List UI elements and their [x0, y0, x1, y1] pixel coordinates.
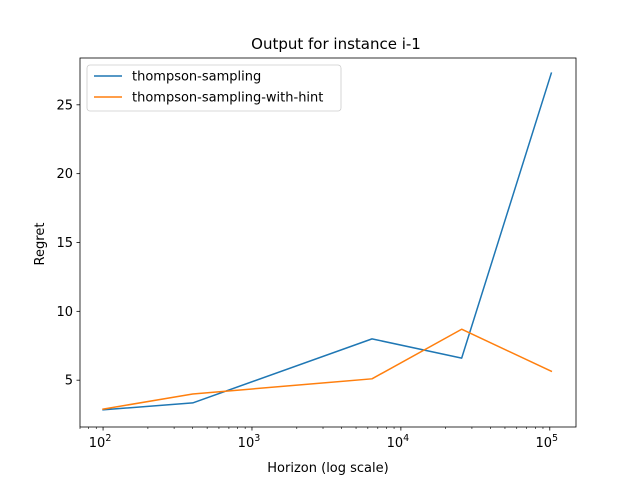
series-line-0	[102, 72, 553, 411]
legend-label-1: thompson-sampling-with-hint	[132, 91, 323, 106]
x-tick-label: 102	[89, 433, 112, 451]
chart-title: Output for instance i-1	[251, 35, 421, 53]
x-tick-label: 104	[387, 433, 410, 451]
legend: thompson-sampling thompson-sampling-with-…	[86, 64, 342, 112]
legend-label-0: thompson-sampling	[132, 70, 261, 85]
y-tick-label: 10	[56, 305, 73, 320]
x-tick-label: 105	[535, 433, 558, 451]
y-tick-label: 5	[65, 374, 73, 389]
y-axis-title: Regret	[33, 223, 48, 266]
series-line-1	[102, 328, 553, 410]
y-tick-label: 15	[56, 236, 73, 251]
y-tick-label: 25	[56, 98, 73, 113]
y-tick-label: 20	[56, 167, 73, 182]
x-tick-label: 103	[238, 433, 261, 451]
x-axis-title: Horizon (log scale)	[267, 461, 388, 476]
legend-box	[86, 64, 342, 112]
